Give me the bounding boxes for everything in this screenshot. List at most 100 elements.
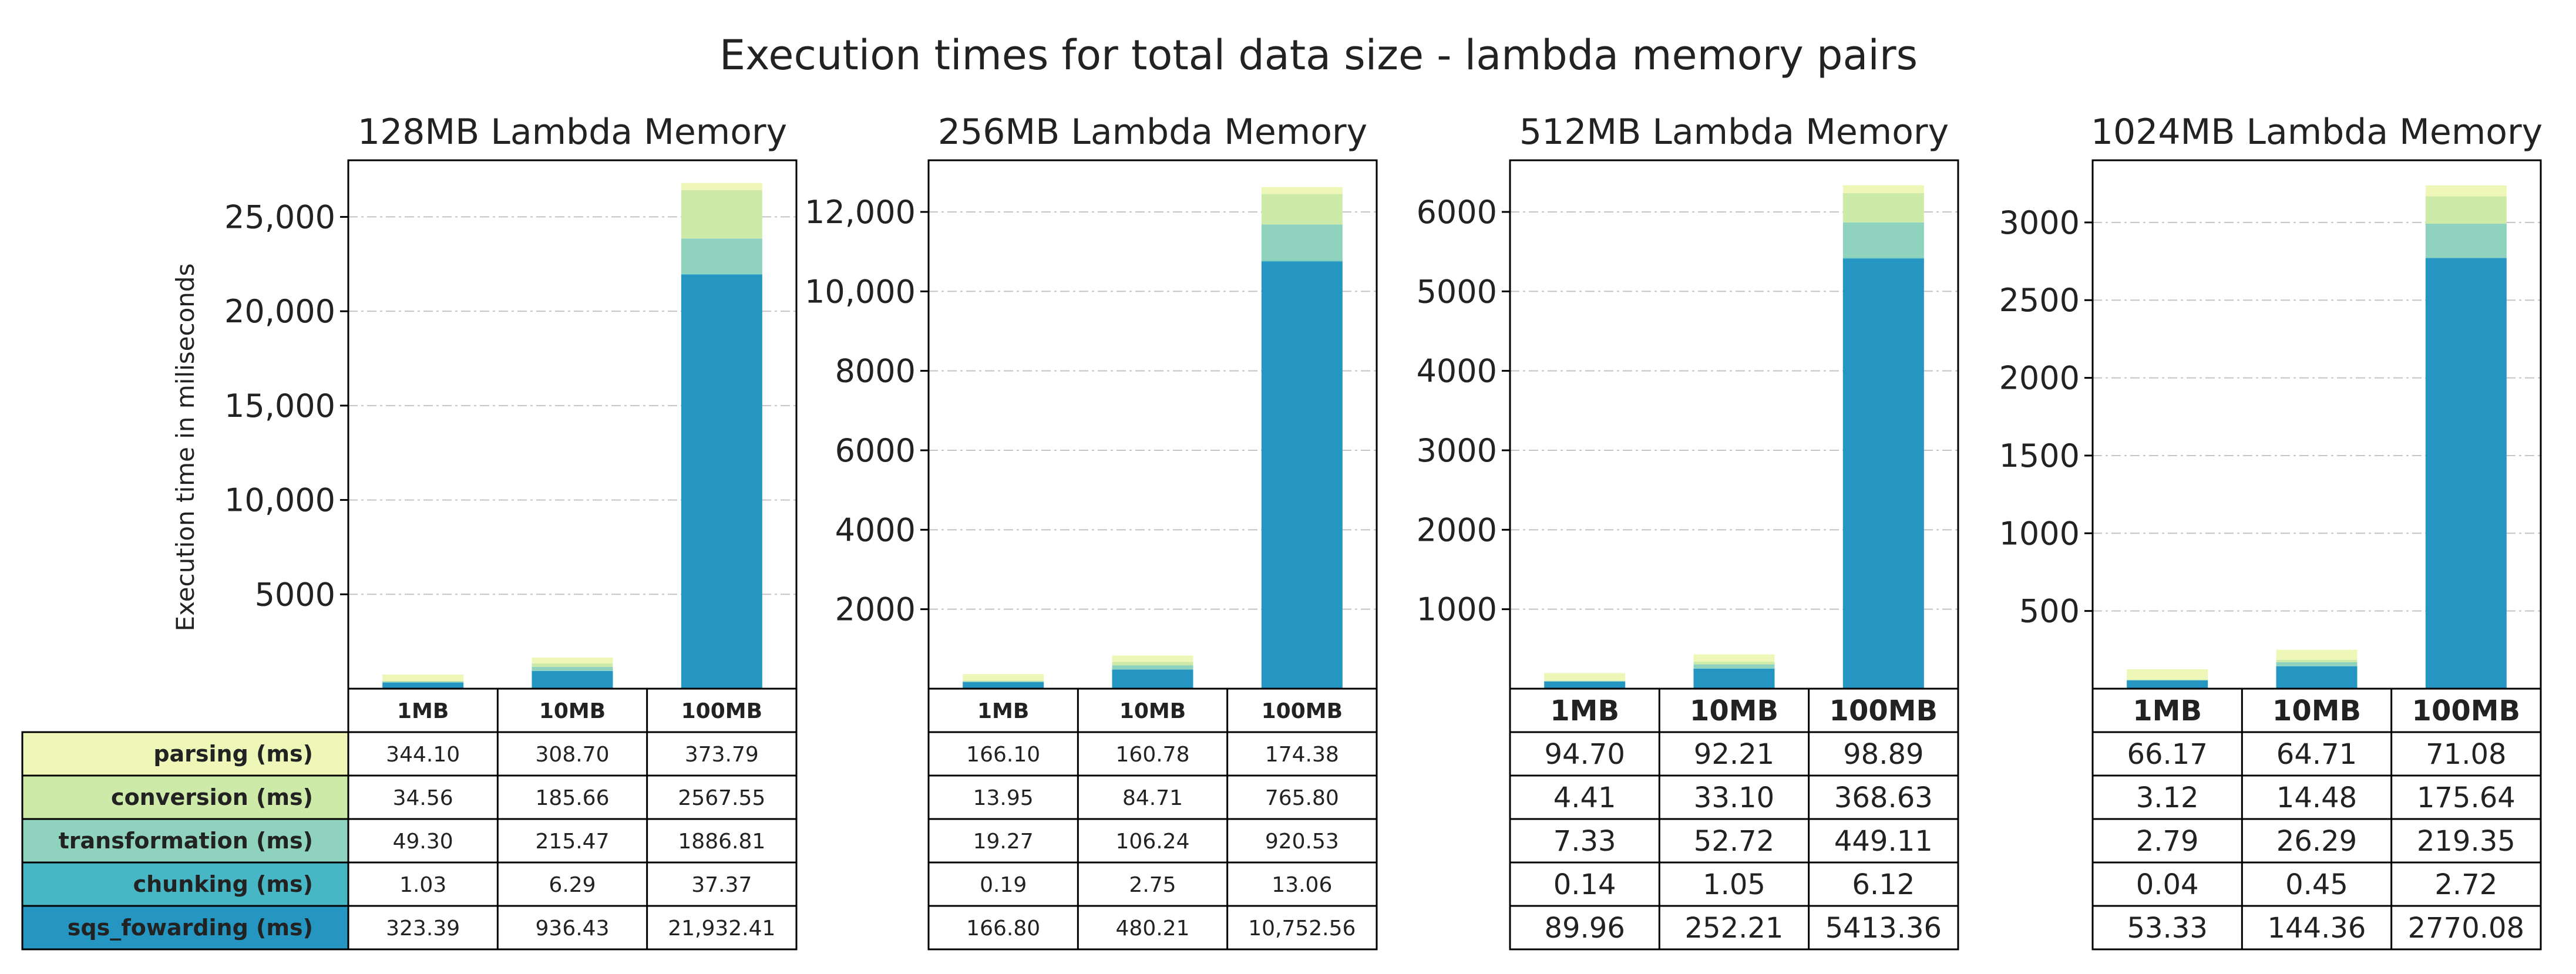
- bar-sqs-fowarding-100mb: [1842, 258, 1924, 689]
- table-cell-sqs-fowarding-100mb: 10,752.56: [1248, 916, 1356, 941]
- bar-conversion-10mb: [2276, 659, 2358, 662]
- table-cell-sqs-fowarding-100mb: 21,932.41: [668, 916, 775, 941]
- bar-transformation-10mb: [2276, 662, 2358, 666]
- table-header-10mb: 10MB: [2272, 695, 2361, 727]
- bar-sqs-fowarding-1mb: [2127, 680, 2208, 689]
- bar-conversion-10mb: [532, 663, 613, 667]
- bar-conversion-1mb: [382, 680, 464, 682]
- table-cell-transformation-100mb: 449.11: [1834, 825, 1933, 858]
- table-cell-sqs-fowarding-10mb: 480.21: [1116, 916, 1190, 941]
- y-tick-label: 12,000: [805, 194, 916, 231]
- table-cell-chunking-1mb: 0.19: [980, 873, 1027, 897]
- table-header-10mb: 10MB: [539, 699, 606, 723]
- y-tick-label: 25,000: [224, 198, 335, 235]
- table-cell-chunking-10mb: 1.05: [1703, 868, 1765, 901]
- data-table: 1MB 10MB 100MB 344.10 308.70 373.79 34.56 185.6…: [347, 687, 798, 951]
- bar-parsing-10mb: [532, 657, 613, 663]
- table-cell-sqs-fowarding-10mb: 144.36: [2268, 912, 2366, 945]
- panel-4: 1024MB Lambda Memory 500 1000 1500 2000 2500 3…: [1999, 112, 2543, 951]
- table-cell-parsing-1mb: 166.10: [966, 743, 1040, 767]
- bar-conversion-1mb: [2127, 679, 2208, 680]
- table-cell-parsing-10mb: 92.21: [1694, 738, 1774, 771]
- y-tick-label: 4000: [1417, 353, 1497, 390]
- table-cell-conversion-100mb: 765.80: [1265, 786, 1339, 810]
- table-cell-conversion-1mb: 13.95: [973, 786, 1034, 810]
- bar-transformation-100mb: [681, 238, 762, 274]
- table-cell-sqs-fowarding-100mb: 2770.08: [2408, 912, 2525, 945]
- table-cell-sqs-fowarding-1mb: 89.96: [1544, 912, 1625, 945]
- table-header-100mb: 100MB: [1262, 699, 1343, 723]
- table-cell-conversion-100mb: 175.64: [2417, 781, 2516, 814]
- bar-conversion-10mb: [1693, 662, 1775, 665]
- table-cell-parsing-100mb: 373.79: [685, 743, 759, 767]
- table-cell-chunking-100mb: 13.06: [1272, 873, 1332, 897]
- y-tick-label: 500: [2019, 593, 2080, 630]
- y-tick-label: 10,000: [805, 273, 916, 310]
- panel-title: 128MB Lambda Memory: [358, 112, 787, 153]
- bar-parsing-10mb: [1112, 655, 1193, 662]
- bar-conversion-100mb: [681, 190, 762, 239]
- panel-1: 128MB Lambda Memory 5000 10,000 15,000 20,00…: [224, 112, 798, 951]
- table-cell-chunking-1mb: 1.03: [399, 873, 446, 897]
- table-cell-parsing-100mb: 98.89: [1843, 738, 1923, 771]
- y-tick-label: 8000: [835, 353, 916, 390]
- bar-parsing-100mb: [1261, 187, 1343, 194]
- data-table: 1MB 10MB 100MB 166.10 160.78 174.38 13.95 84.71…: [927, 687, 1378, 951]
- bar-conversion-100mb: [2425, 196, 2507, 224]
- table-cell-transformation-10mb: 215.47: [536, 830, 610, 854]
- table-cell-parsing-10mb: 160.78: [1116, 743, 1190, 767]
- table-cell-conversion-100mb: 368.63: [1834, 781, 1933, 814]
- table-cell-transformation-1mb: 2.79: [2136, 825, 2199, 858]
- table-cell-sqs-fowarding-1mb: 53.33: [2127, 912, 2207, 945]
- table-header-100mb: 100MB: [681, 699, 762, 723]
- table-cell-chunking-10mb: 0.45: [2285, 868, 2348, 901]
- bar-chunking-100mb: [681, 274, 762, 275]
- bar-conversion-1mb: [963, 680, 1044, 682]
- y-tick-label: 5000: [255, 576, 335, 613]
- table-header-10mb: 10MB: [1690, 695, 1778, 727]
- table-header-10mb: 10MB: [1119, 699, 1186, 723]
- bar-sqs-fowarding-1mb: [382, 682, 464, 689]
- bar-conversion-1mb: [1544, 680, 1626, 681]
- bar-transformation-100mb: [1261, 224, 1343, 261]
- bar-chunking-100mb: [1842, 258, 1924, 259]
- panels: 128MB Lambda Memory 5000 10,000 15,000 20,00…: [224, 112, 2543, 951]
- row-label-parsing: parsing (ms): [153, 741, 313, 767]
- bar-conversion-10mb: [1112, 662, 1193, 666]
- table-cell-conversion-10mb: 84.71: [1122, 786, 1183, 810]
- bar-parsing-10mb: [2276, 649, 2358, 660]
- bar-sqs-fowarding-1mb: [1544, 681, 1626, 689]
- bar-transformation-10mb: [1112, 665, 1193, 670]
- bar-parsing-1mb: [382, 674, 464, 681]
- y-tick-label: 10,000: [224, 482, 335, 519]
- table-cell-parsing-100mb: 174.38: [1265, 743, 1339, 767]
- table-cell-sqs-fowarding-1mb: 166.80: [966, 916, 1040, 941]
- table-cell-transformation-10mb: 26.29: [2276, 825, 2357, 858]
- table-row-labels: parsing (ms) conversion (ms) transformatio…: [21, 731, 349, 951]
- y-tick-label: 3000: [1999, 204, 2080, 241]
- y-tick-label: 2000: [1417, 511, 1497, 548]
- table-cell-transformation-100mb: 920.53: [1265, 830, 1339, 854]
- bar-parsing-1mb: [963, 674, 1044, 681]
- table-header-1mb: 1MB: [977, 699, 1029, 723]
- table-cell-transformation-10mb: 52.72: [1694, 825, 1774, 858]
- bar-parsing-10mb: [1693, 654, 1775, 662]
- data-table: 1MB 10MB 100MB 94.70 92.21 98.89 4.41 33.10 368.…: [1509, 687, 1959, 951]
- table-cell-conversion-100mb: 2567.55: [678, 786, 765, 810]
- table-header-1mb: 1MB: [2133, 695, 2202, 727]
- table-cell-conversion-1mb: 3.12: [2136, 781, 2199, 814]
- bar-parsing-100mb: [2425, 185, 2507, 197]
- y-tick-label: 15,000: [224, 387, 335, 424]
- bar-transformation-1mb: [382, 681, 464, 683]
- table-cell-chunking-1mb: 0.04: [2136, 868, 2199, 901]
- y-tick-label: 3000: [1417, 432, 1497, 469]
- table-cell-transformation-100mb: 1886.81: [678, 830, 765, 854]
- bar-transformation-10mb: [1693, 664, 1775, 669]
- table-cell-transformation-1mb: 49.30: [393, 830, 453, 854]
- table-cell-chunking-10mb: 2.75: [1129, 873, 1176, 897]
- table-cell-sqs-fowarding-10mb: 252.21: [1685, 912, 1784, 945]
- table-cell-conversion-1mb: 4.41: [1553, 781, 1616, 814]
- table-cell-chunking-100mb: 6.12: [1852, 868, 1915, 901]
- bar-transformation-100mb: [1842, 222, 1924, 258]
- bar-conversion-100mb: [1842, 193, 1924, 223]
